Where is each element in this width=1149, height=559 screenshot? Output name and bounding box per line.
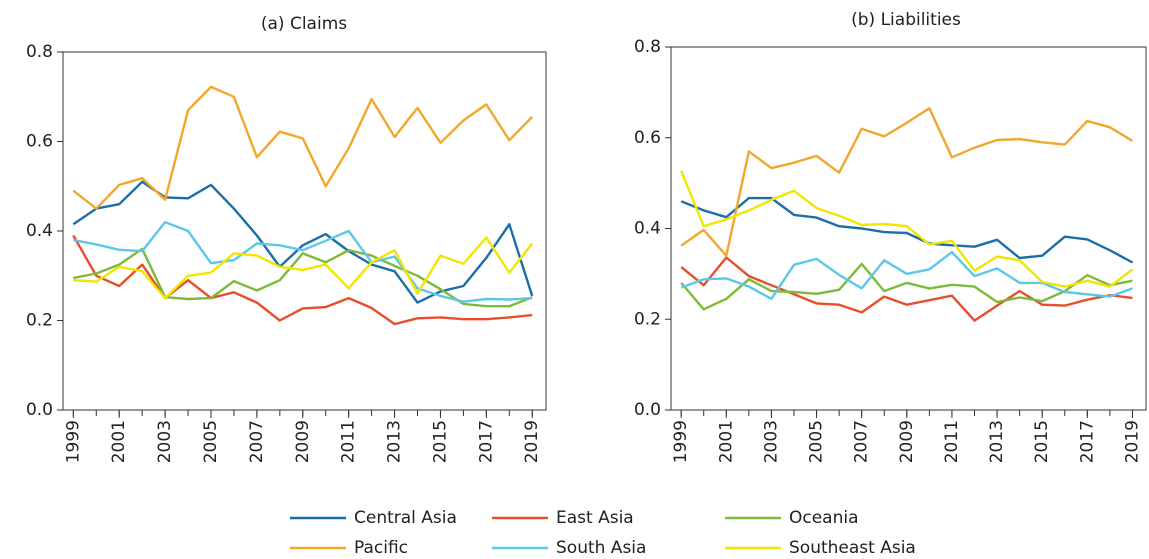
legend-label: East Asia <box>556 508 634 528</box>
x-tick-label: 2009 <box>897 420 917 463</box>
legend-label: Central Asia <box>354 508 457 528</box>
x-tick-label: 2011 <box>942 420 962 463</box>
plot-frame <box>62 51 547 411</box>
series-line <box>680 196 1134 264</box>
series-line <box>680 170 1134 288</box>
series-line <box>680 256 1133 322</box>
x-tick-label: 2007 <box>852 420 872 463</box>
y-tick-label: 0.6 <box>634 128 661 148</box>
x-tick-label: 2011 <box>339 420 359 463</box>
x-tick-label: 2005 <box>807 420 827 463</box>
x-tick-label: 1999 <box>63 420 83 463</box>
x-tick-label: 1999 <box>671 420 691 463</box>
series-line <box>73 247 533 308</box>
chart-title: (a) Claims <box>261 14 347 34</box>
x-tick-label: 2003 <box>761 420 781 463</box>
x-tick-label: 2007 <box>247 420 267 463</box>
x-tick-label: 2009 <box>293 420 313 463</box>
x-tick-label: 2015 <box>1032 420 1052 463</box>
x-tick-label: 2013 <box>385 420 405 463</box>
x-tick-label: 2013 <box>987 420 1007 463</box>
series-line <box>73 220 533 303</box>
series-line <box>72 234 533 326</box>
chart-title: (b) Liabilities <box>851 10 961 30</box>
y-tick-label: 0.0 <box>634 400 661 420</box>
legend-label: Southeast Asia <box>789 538 916 558</box>
series-line <box>680 262 1133 311</box>
x-tick-label: 2001 <box>109 420 129 463</box>
x-tick-label: 2019 <box>1122 420 1142 463</box>
x-tick-label: 2017 <box>476 420 496 463</box>
y-tick-label: 0.4 <box>634 219 661 239</box>
x-tick-label: 2019 <box>522 420 542 463</box>
legend-label: Pacific <box>354 538 408 558</box>
series-line <box>72 180 534 304</box>
x-tick-label: 2015 <box>430 420 450 463</box>
legend-label: South Asia <box>556 538 646 558</box>
y-tick-label: 0.2 <box>634 309 661 329</box>
series-line <box>73 236 534 300</box>
y-tick-label: 0.2 <box>26 311 53 331</box>
y-tick-label: 0.6 <box>26 132 53 152</box>
y-tick-label: 0.0 <box>26 400 53 420</box>
x-tick-label: 2003 <box>155 420 175 463</box>
x-tick-label: 2005 <box>201 420 221 463</box>
y-tick-label: 0.8 <box>26 42 53 62</box>
series-line <box>72 85 534 210</box>
legend-label: Oceania <box>789 508 859 528</box>
y-tick-label: 0.4 <box>26 221 53 241</box>
series-line <box>680 250 1133 300</box>
x-tick-label: 2001 <box>716 420 736 463</box>
x-tick-label: 2017 <box>1077 420 1097 463</box>
series-line <box>680 107 1134 257</box>
y-tick-label: 0.8 <box>634 37 661 57</box>
